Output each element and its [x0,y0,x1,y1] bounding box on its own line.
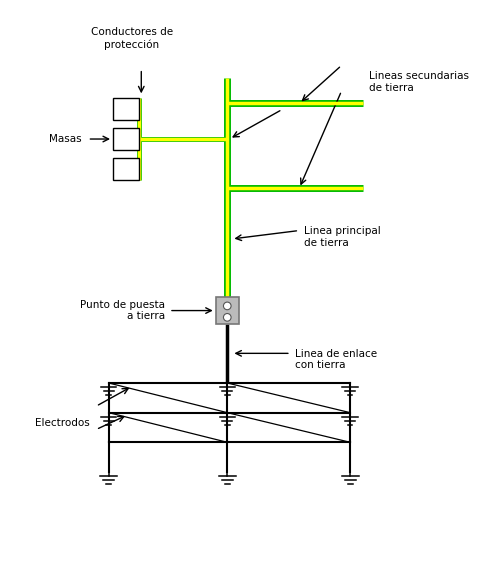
Bar [113,128,139,150]
Bar [113,158,139,179]
Text: Conductores de
protección: Conductores de protección [91,27,173,49]
Circle shape [223,302,231,310]
Text: Lineas secundarias
de tierra: Lineas secundarias de tierra [369,72,469,93]
Bar [113,98,139,120]
Text: Linea principal
de tierra: Linea principal de tierra [304,226,380,248]
Text: Electrodos: Electrodos [35,418,90,428]
Text: Punto de puesta
a tierra: Punto de puesta a tierra [80,300,165,321]
Bar [216,298,239,324]
Text: Linea de enlace
con tierra: Linea de enlace con tierra [295,349,377,370]
Text: Masas: Masas [48,134,81,144]
Circle shape [223,314,231,321]
